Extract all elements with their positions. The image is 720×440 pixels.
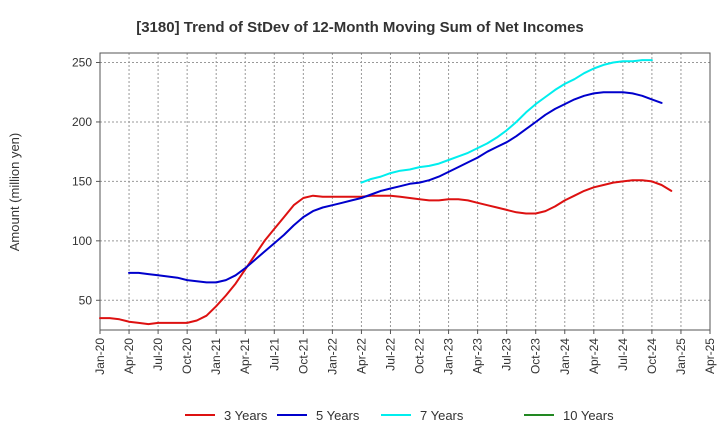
x-tick-label: Apr-22 [354,338,368,374]
x-tick-label: Apr-24 [587,338,601,374]
y-tick-label: 250 [72,56,92,70]
y-tick-label: 50 [79,293,93,307]
series-line-7-years [360,59,653,184]
x-tick-label: Jul-24 [616,338,630,371]
legend-label: 10 Years [563,408,614,423]
legend-label: 7 Years [420,408,464,423]
x-tick-label: Jan-20 [93,338,107,375]
y-axis-label: Amount (million yen) [7,133,22,252]
legend-label: 3 Years [224,408,268,423]
x-tick-label: Oct-21 [296,338,310,374]
x-tick-label: Jan-25 [674,338,688,375]
x-tick-label: Oct-22 [413,338,427,374]
chart-title: [3180] Trend of StDev of 12-Month Moving… [136,19,584,36]
x-tick-label: Jul-21 [267,338,281,371]
legend: 3 Years 5 Years 7 Years 10 Years [185,408,614,423]
series-lines [99,59,673,326]
legend-item-5-years: 5 Years [277,408,360,423]
x-tick-label: Jan-23 [442,338,456,375]
x-tick-label: Jan-22 [325,338,339,375]
plot-frame [99,52,711,331]
x-tick-label: Jul-22 [383,338,397,371]
legend-label: 5 Years [316,408,360,423]
x-tick-label: Oct-20 [180,338,194,374]
x-tick-label: Apr-23 [471,338,485,374]
legend-item-10-years: 10 Years [524,408,614,423]
x-tick-label: Apr-20 [122,338,136,374]
x-tick-label: Oct-24 [645,338,659,374]
x-tick-label: Oct-23 [529,338,543,374]
series-line-5-years [128,91,663,284]
series-line-3-years [99,179,673,326]
x-tick-label: Jan-24 [558,338,572,375]
y-tick-label: 150 [72,174,92,188]
y-tick-label: 200 [72,115,92,129]
x-axis-ticks: Jan-20 Apr-20 Jul-20 Oct-20 Jan-21 Apr-21 Jul-… [93,330,717,375]
legend-item-7-years: 7 Years [381,408,464,423]
x-tick-label: Apr-25 [703,338,717,374]
legend-item-3-years: 3 Years [185,408,268,423]
x-tick-label: Jul-20 [151,338,165,371]
x-tick-label: Jan-21 [209,338,223,375]
grid-lines [99,53,711,330]
x-tick-label: Jul-23 [500,338,514,371]
y-tick-label: 100 [72,234,92,248]
y-axis-ticks: 50 100 150 200 250 [72,56,100,307]
x-tick-label: Apr-21 [238,338,252,374]
